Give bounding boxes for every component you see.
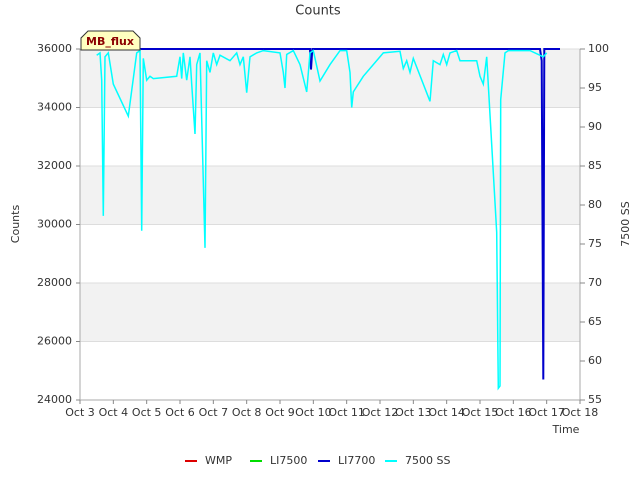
x-tick-label: Oct 12 [362,406,399,419]
y2-tick-label: 100 [588,42,609,55]
grid-band [80,166,580,225]
y-tick-label: 30000 [37,218,72,231]
y2-tick-label: 60 [588,354,602,367]
grid-band [80,283,580,342]
y-tick-label: 28000 [37,276,72,289]
y2-axis-label: 7500 SS [619,201,632,246]
x-tick-label: Oct 11 [328,406,365,419]
y2-tick-label: 75 [588,237,602,250]
chart-title: Counts [295,4,341,19]
y2-tick-label: 55 [588,393,602,406]
x-tick-label: Oct 9 [265,406,295,419]
x-axis-label: Time [552,423,580,436]
x-tick-label: Oct 18 [562,406,599,419]
y2-tick-label: 80 [588,198,602,211]
y2-tick-label: 95 [588,81,602,94]
x-tick-label: Oct 7 [199,406,229,419]
x-tick-label: Oct 8 [232,406,262,419]
y-tick-label: 36000 [37,42,72,55]
legend-label: 7500 SS [405,454,450,467]
annotation: MB_flux [86,35,134,48]
x-tick-label: Oct 3 [65,406,95,419]
x-tick-label: Oct 16 [495,406,532,419]
x-tick-label: Oct 4 [99,406,129,419]
x-tick-label: Oct 6 [165,406,195,419]
y-tick-label: 32000 [37,159,72,172]
y2-tick-label: 90 [588,120,602,133]
y2-tick-label: 65 [588,315,602,328]
y2-tick-label: 85 [588,159,602,172]
series-line [96,49,548,391]
x-tick-label: Oct 15 [462,406,499,419]
x-tick-label: Oct 10 [295,406,332,419]
legend-label: WMP [205,454,232,467]
x-tick-label: Oct 13 [395,406,432,419]
x-tick-label: Oct 5 [132,406,162,419]
y-tick-label: 24000 [37,393,72,406]
legend-label: LI7700 [338,454,375,467]
y-tick-label: 26000 [37,335,72,348]
x-tick-label: Oct 14 [428,406,465,419]
y2-tick-label: 70 [588,276,602,289]
legend-label: LI7500 [270,454,307,467]
y-axis-label: Counts [9,205,22,244]
annotation-box [80,30,141,51]
y-tick-label: 34000 [37,101,72,114]
x-tick-label: Oct 17 [528,406,565,419]
